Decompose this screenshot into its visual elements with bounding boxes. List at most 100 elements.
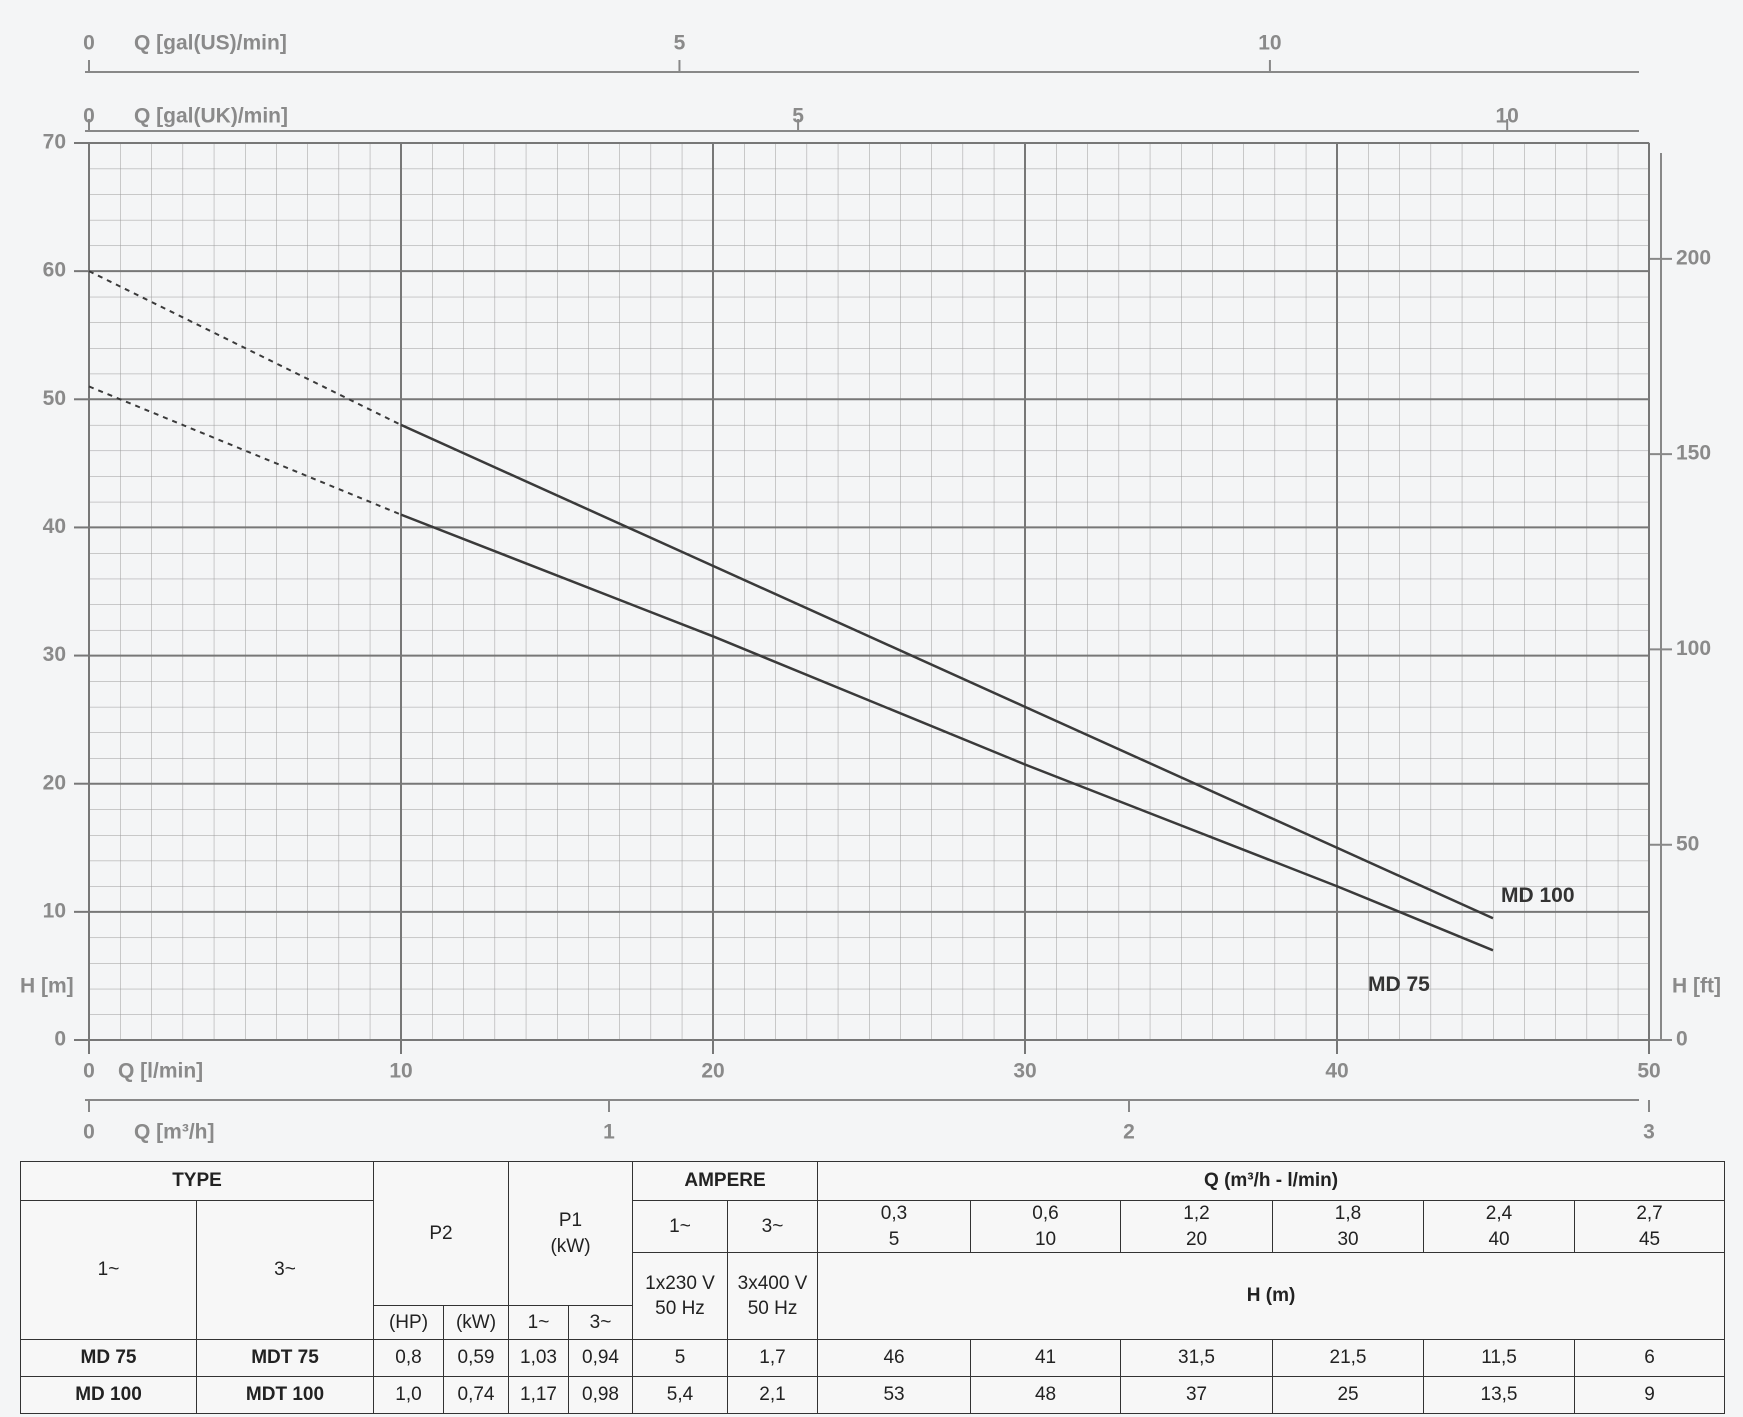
extra-axis-label: Q [gal(UK)/min] (134, 105, 288, 128)
header-cell: 3~ (726, 1199, 819, 1254)
table-cell: 0,98 (568, 1376, 633, 1415)
table-cell: MD 75 (20, 1339, 197, 1378)
flow-m3h: 0,6 (1032, 1203, 1059, 1224)
header-cell: P2 (373, 1160, 509, 1307)
minor-grid (88, 142, 1650, 1041)
table-cell: 1,03 (508, 1339, 569, 1378)
table-cell: 53 (817, 1376, 972, 1415)
table-row: MD 100 MDT 100 1,0 0,74 1,17 0,98 5,4 2,1 53 48 37… (20, 1376, 1726, 1415)
header-cell: 3~ (196, 1199, 374, 1341)
header-cell: 1x230 V 50 Hz (632, 1252, 728, 1341)
table-cell: 2,1 (726, 1376, 819, 1415)
series-line (400, 423, 1494, 920)
y-tick-label: 40 (43, 515, 66, 538)
flow-cell: 0,6 10 (970, 1199, 1122, 1254)
header-text: (kW) (550, 1235, 591, 1257)
flow-m3h: 2,4 (1485, 1203, 1513, 1224)
x-tick-label: 30 (1013, 1060, 1036, 1083)
series-line (400, 513, 1494, 952)
table-cell: 5 (632, 1339, 728, 1378)
extra-axis-tick-label: 10 (1496, 105, 1519, 128)
flow-lmin: 20 (1185, 1228, 1208, 1250)
y-tick-label: 10 (43, 899, 66, 922)
flow-lmin: 30 (1337, 1228, 1359, 1250)
table-cell: 0,94 (568, 1339, 633, 1378)
y2-tick-label: 50 (1676, 832, 1699, 855)
flow-cell: 2,4 40 (1423, 1199, 1576, 1254)
flow-m3h: 2,7 (1636, 1203, 1663, 1224)
series-line (88, 270, 402, 426)
extra-axis-tick-label: 3 (1643, 1121, 1655, 1144)
header-cell: AMPERE (631, 1161, 819, 1201)
flow-m3h: 1,2 (1183, 1203, 1210, 1224)
series-label: MD 100 (1501, 884, 1575, 907)
table-cell: 5,4 (632, 1376, 728, 1415)
y2-axis-label: H [ft] (1672, 975, 1721, 998)
table-cell: 9 (1574, 1376, 1726, 1415)
series-label: MD 75 (1368, 973, 1430, 996)
flow-cell: 0,3 5 (817, 1199, 972, 1254)
header-cell: 1~ (20, 1199, 197, 1341)
table-cell: 31,5 (1120, 1339, 1274, 1378)
table-cell: 25 (1272, 1376, 1425, 1415)
y-tick-label: 70 (43, 131, 66, 154)
flow-lmin: 5 (888, 1228, 900, 1250)
extra-axis-tick-label: 0 (83, 1121, 95, 1144)
extra-axis-tick-label: 10 (1258, 32, 1281, 55)
table-cell: 0,59 (443, 1339, 509, 1378)
table-cell: 0,8 (373, 1339, 444, 1378)
y-tick-label: 50 (43, 387, 66, 410)
x-tick-label: 20 (701, 1060, 724, 1083)
y2-tick-label: 0 (1676, 1028, 1688, 1051)
header-cell: 3~ (568, 1305, 633, 1341)
flow-cell: 1,8 30 (1272, 1199, 1425, 1254)
table-cell: MDT 75 (196, 1339, 374, 1378)
table-cell: 1,17 (508, 1376, 569, 1415)
table-cell: 46 (817, 1339, 972, 1378)
table-cell: MDT 100 (196, 1376, 374, 1415)
table-cell: 1,7 (726, 1339, 819, 1378)
header-cell: TYPE (20, 1161, 374, 1201)
table-row: MD 75 MDT 75 0,8 0,59 1,03 0,94 5 1,7 46 41 31,5 21… (20, 1339, 1726, 1378)
header-text: 3x400 V (737, 1272, 808, 1294)
y2-tick-label: 100 (1676, 637, 1711, 660)
extra-axis-tick-label: 2 (1123, 1121, 1135, 1144)
header-text: 50 Hz (747, 1298, 798, 1320)
header-text: P1 (558, 1210, 583, 1231)
series-line (88, 385, 402, 516)
x-tick-label: 10 (389, 1060, 412, 1083)
y2-tick-label: 200 (1676, 246, 1711, 269)
header-cell: 1~ (508, 1305, 569, 1341)
flow-cell: 1,2 20 (1120, 1199, 1274, 1254)
x-tick-label: 40 (1325, 1060, 1348, 1083)
table-cell: 21,5 (1272, 1339, 1425, 1378)
y-tick-label: 0 (54, 1028, 66, 1051)
header-cell: (kW) (443, 1305, 509, 1341)
header-cell: P1 (kW) (508, 1160, 633, 1307)
y2-tick-label: 150 (1676, 442, 1711, 465)
extra-axis-tick-label: 0 (83, 105, 95, 128)
table-cell: 11,5 (1423, 1339, 1576, 1378)
flow-cell: 2,7 45 (1574, 1199, 1726, 1254)
flow-lmin: 45 (1638, 1228, 1661, 1250)
table-cell: 1,0 (373, 1376, 444, 1415)
header-cell: Q (m³/h - l/min) (817, 1161, 1726, 1201)
x-tick-label: 0 (83, 1060, 95, 1083)
extra-axis-tick-label: 0 (83, 32, 95, 55)
extra-axis-tick-label: 5 (674, 32, 686, 55)
x-axis-label: Q [l/min] (118, 1060, 203, 1083)
table-cell: 13,5 (1423, 1376, 1576, 1415)
x-tick-label: 50 (1637, 1060, 1660, 1083)
flow-lmin: 40 (1488, 1228, 1510, 1250)
flow-m3h: 0,3 (880, 1203, 908, 1224)
header-text: 50 Hz (655, 1298, 705, 1320)
table-cell: 41 (970, 1339, 1122, 1378)
chart: H [m] H [ft] Q [l/min] 01020304050607005… (20, 32, 1721, 1144)
header-cell: (HP) (373, 1305, 444, 1341)
y-tick-label: 20 (43, 771, 66, 794)
header-cell: H (m) (817, 1252, 1726, 1341)
table-cell: 0,74 (443, 1376, 509, 1415)
data-table: TYPE P2 P1 (kW) AMPERE Q (m³/h - l/min) 1… (20, 1160, 1726, 1415)
header-text: 1x230 V (645, 1272, 715, 1294)
